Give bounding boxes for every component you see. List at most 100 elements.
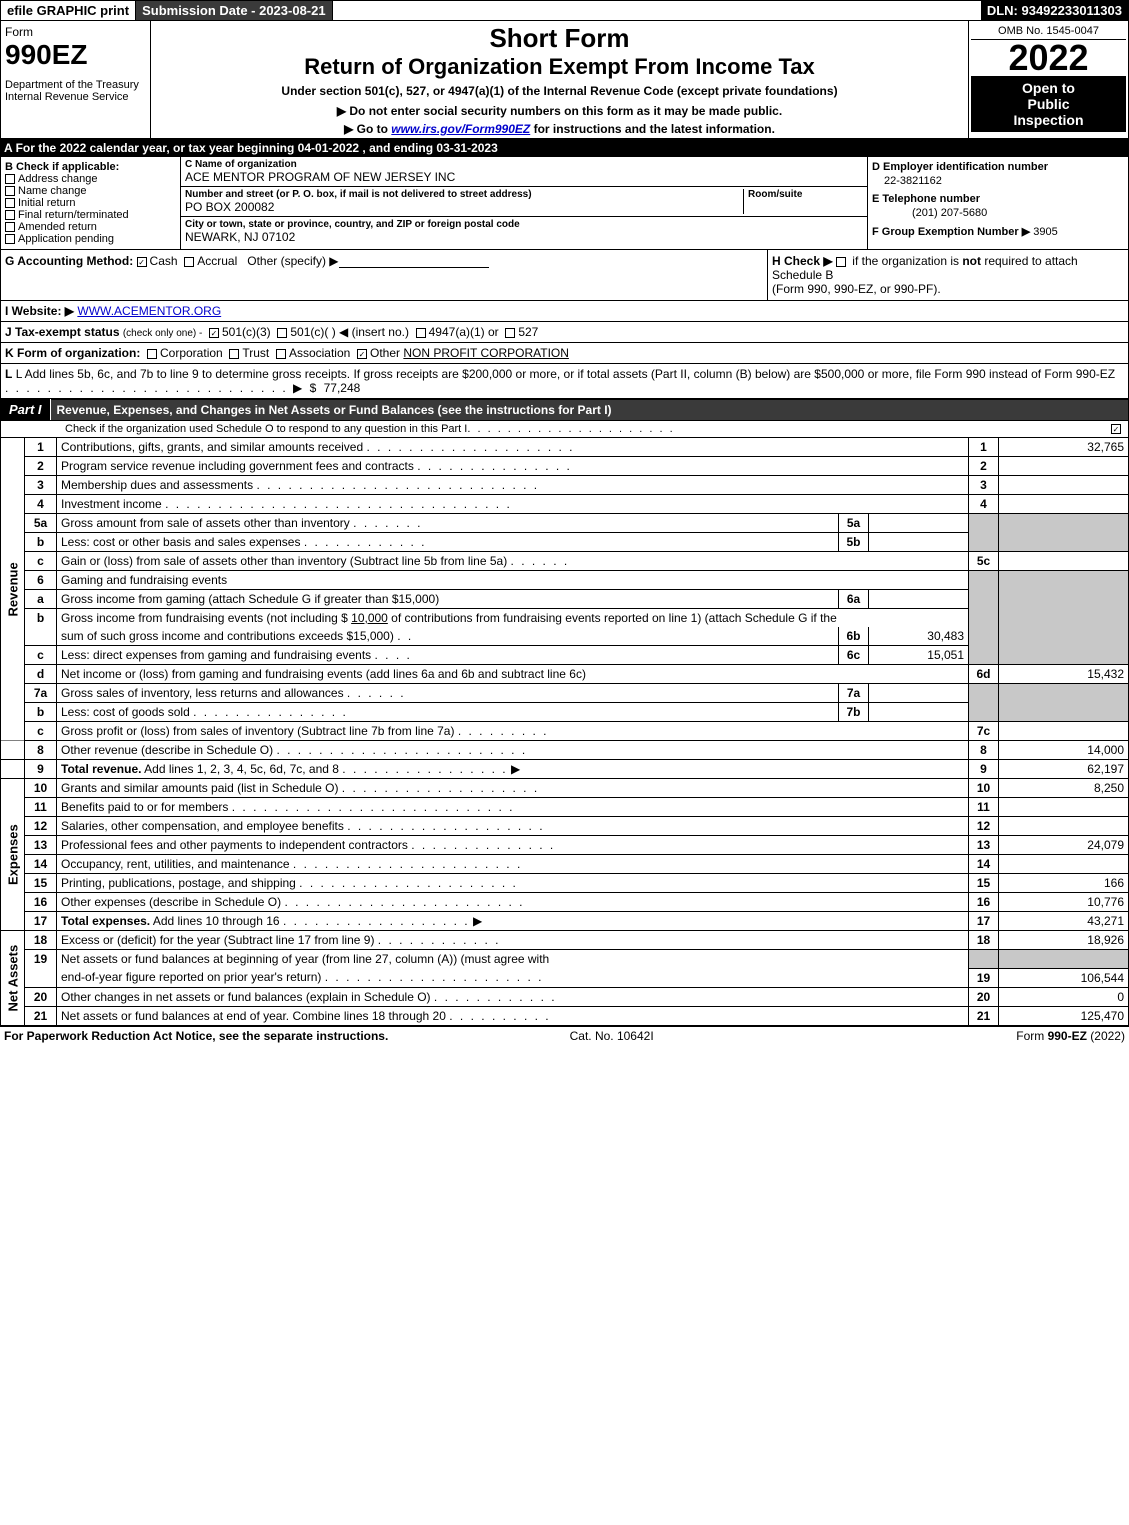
part1-sub-text: Check if the organization used Schedule …	[65, 423, 467, 435]
l7a-d: Gross sales of inventory, less returns a…	[61, 686, 344, 700]
tel-label: E Telephone number	[872, 193, 1124, 205]
l2-rn: 2	[969, 457, 999, 476]
chk-trust[interactable]	[229, 349, 239, 359]
chk-pending[interactable]	[5, 234, 15, 244]
l6-d: Gaming and fundraising events	[57, 571, 969, 590]
j-o1: 501(c)(3)	[222, 325, 271, 339]
b-opt-0: Address change	[5, 173, 176, 185]
h-not: not	[962, 254, 981, 268]
l7a-n: 7a	[25, 684, 57, 703]
g-other: Other (specify) ▶	[247, 254, 338, 268]
chk-corp[interactable]	[147, 349, 157, 359]
irs-link[interactable]: www.irs.gov/Form990EZ	[391, 122, 530, 136]
l10-rn: 10	[969, 779, 999, 798]
l14-d: Occupancy, rent, utilities, and maintena…	[61, 857, 290, 871]
tel-value: (201) 207-5680	[872, 205, 1124, 225]
under-section: Under section 501(c), 527, or 4947(a)(1)…	[153, 84, 966, 98]
chk-accrual[interactable]	[184, 257, 194, 267]
l9-rv: 62,197	[999, 760, 1129, 779]
ein-value: 22-3821162	[872, 173, 1124, 193]
l20-d: Other changes in net assets or fund bala…	[61, 990, 431, 1004]
l6c-n: c	[25, 646, 57, 665]
l6b-d3: sum of such gross income and contributio…	[61, 629, 394, 643]
chk-name[interactable]	[5, 186, 15, 196]
header-mid: Short Form Return of Organization Exempt…	[151, 21, 968, 138]
l6-n: 6	[25, 571, 57, 590]
chk-501c[interactable]	[277, 328, 287, 338]
short-form-title: Short Form	[153, 23, 966, 54]
row-j: J Tax-exempt status (check only one) - ✓…	[0, 322, 1129, 343]
l9-rn: 9	[969, 760, 999, 779]
l16-rn: 16	[969, 893, 999, 912]
l5b-n: b	[25, 533, 57, 552]
l6b-n: b	[25, 609, 57, 646]
irs-label: Internal Revenue Service	[5, 91, 146, 103]
header-right: OMB No. 1545-0047 2022 Open to Public In…	[968, 21, 1128, 138]
chk-final[interactable]	[5, 210, 15, 220]
open1: Open to	[975, 80, 1122, 96]
dln-label: DLN: 93492233011303	[981, 1, 1128, 20]
l2-n: 2	[25, 457, 57, 476]
l3-rn: 3	[969, 476, 999, 495]
l20-rv: 0	[999, 987, 1129, 1006]
org-name: ACE MENTOR PROGRAM OF NEW JERSEY INC	[185, 170, 863, 184]
chk-4947[interactable]	[416, 328, 426, 338]
row-gh: G Accounting Method: ✓Cash Accrual Other…	[0, 250, 1129, 301]
j-o2: 501(c)( ) ◀ (insert no.)	[290, 325, 409, 339]
section-a: A For the 2022 calendar year, or tax yea…	[0, 139, 1129, 157]
section-a-prefix: A	[4, 141, 12, 155]
footer-left: For Paperwork Reduction Act Notice, see …	[4, 1029, 388, 1043]
l13-rv: 24,079	[999, 836, 1129, 855]
l6a-in: 6a	[839, 590, 869, 609]
l19-rn: 19	[969, 968, 999, 987]
submission-date: Submission Date - 2023-08-21	[136, 1, 333, 20]
c-room-label: Room/suite	[748, 189, 863, 200]
l5c-d: Gain or (loss) from sale of assets other…	[61, 554, 507, 568]
chk-cash[interactable]: ✓	[137, 257, 147, 267]
l6a-n: a	[25, 590, 57, 609]
b-label: B Check if applicable:	[5, 161, 176, 173]
l-val: 77,248	[324, 381, 361, 395]
l6c-d: Less: direct expenses from gaming and fu…	[61, 648, 371, 662]
chk-assoc[interactable]	[276, 349, 286, 359]
grp-value: 3905	[1033, 226, 1057, 238]
l6d-rn: 6d	[969, 665, 999, 684]
l3-d: Membership dues and assessments	[61, 478, 253, 492]
row-k: K Form of organization: Corporation Trus…	[0, 343, 1129, 364]
l6a-d: Gross income from gaming (attach Schedul…	[57, 590, 839, 609]
chk-address[interactable]	[5, 174, 15, 184]
l9-n: 9	[25, 760, 57, 779]
chk-part1-schedO[interactable]: ✓	[1111, 424, 1121, 434]
l2-rv	[999, 457, 1129, 476]
chk-527[interactable]	[505, 328, 515, 338]
footer-right-post: (2022)	[1087, 1029, 1125, 1043]
l21-rn: 21	[969, 1006, 999, 1025]
l11-rv	[999, 798, 1129, 817]
l11-d: Benefits paid to or for members	[61, 800, 228, 814]
g-cash: Cash	[150, 254, 178, 268]
chk-amended[interactable]	[5, 222, 15, 232]
chk-501c3[interactable]: ✓	[209, 328, 219, 338]
open2: Public	[975, 96, 1122, 112]
l14-rn: 14	[969, 855, 999, 874]
g-other-blank[interactable]	[339, 256, 489, 268]
cell-g: G Accounting Method: ✓Cash Accrual Other…	[1, 250, 768, 300]
l5b-iv	[869, 533, 969, 552]
l10-rv: 8,250	[999, 779, 1129, 798]
chk-other[interactable]: ✓	[357, 349, 367, 359]
website-link[interactable]: WWW.ACEMENTOR.ORG	[77, 304, 221, 318]
l12-n: 12	[25, 817, 57, 836]
page-footer: For Paperwork Reduction Act Notice, see …	[0, 1026, 1129, 1045]
l13-d: Professional fees and other payments to …	[61, 838, 408, 852]
chk-h[interactable]	[836, 257, 846, 267]
k-other: Other	[370, 346, 400, 360]
l4-rn: 4	[969, 495, 999, 514]
l3-n: 3	[25, 476, 57, 495]
l6b-iv: 30,483	[869, 627, 969, 646]
chk-initial[interactable]	[5, 198, 15, 208]
l13-n: 13	[25, 836, 57, 855]
efile-print-button[interactable]: efile GRAPHIC print	[1, 1, 136, 20]
open-inspection: Open to Public Inspection	[971, 76, 1126, 132]
j-label: J Tax-exempt status	[5, 325, 120, 339]
l17-rn: 17	[969, 912, 999, 931]
